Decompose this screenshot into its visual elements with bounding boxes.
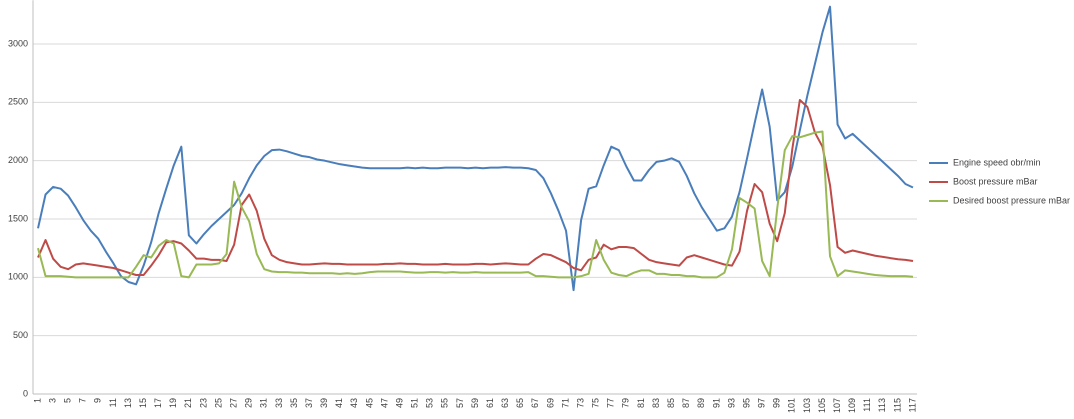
y-tick-label: 0 bbox=[23, 388, 28, 398]
x-tick-label: 13 bbox=[123, 398, 133, 408]
series-line bbox=[37, 99, 914, 276]
x-tick-label: 1 bbox=[32, 398, 42, 403]
x-tick-label: 45 bbox=[364, 398, 374, 408]
x-tick-label: 73 bbox=[575, 398, 585, 408]
x-tick-label: 69 bbox=[545, 398, 555, 408]
x-tick-label: 37 bbox=[304, 398, 314, 408]
x-tick-label: 65 bbox=[515, 398, 525, 408]
x-tick-label: 117 bbox=[907, 398, 917, 412]
x-tick-label: 95 bbox=[741, 398, 751, 408]
x-tick-label: 97 bbox=[757, 398, 767, 408]
x-tick-label: 71 bbox=[560, 398, 570, 408]
x-tick-label: 15 bbox=[138, 398, 148, 408]
y-tick-label: 2000 bbox=[8, 155, 28, 165]
x-tick-label: 21 bbox=[183, 398, 193, 408]
x-tick-label: 111 bbox=[862, 398, 872, 412]
x-tick-label: 23 bbox=[198, 398, 208, 408]
x-tick-label: 115 bbox=[892, 398, 902, 412]
x-tick-label: 43 bbox=[349, 398, 359, 408]
legend-label: Boost pressure mBar bbox=[953, 176, 1038, 186]
x-tick-label: 75 bbox=[591, 398, 601, 408]
x-tick-label: 89 bbox=[696, 398, 706, 408]
x-tick-label: 93 bbox=[726, 398, 736, 408]
x-tick-label: 9 bbox=[93, 398, 103, 403]
x-tick-label: 19 bbox=[168, 398, 178, 408]
x-tick-label: 33 bbox=[274, 398, 284, 408]
y-tick-label: 1500 bbox=[8, 213, 28, 223]
x-tick-label: 87 bbox=[681, 398, 691, 408]
x-tick-label: 107 bbox=[832, 398, 842, 413]
x-tick-label: 7 bbox=[78, 398, 88, 403]
x-tick-label: 31 bbox=[259, 398, 269, 408]
x-tick-label: 25 bbox=[213, 398, 223, 408]
series-line bbox=[37, 130, 914, 279]
x-tick-label: 5 bbox=[63, 398, 73, 403]
x-tick-label: 53 bbox=[425, 398, 435, 408]
x-tick-label: 47 bbox=[379, 398, 389, 408]
y-tick-label: 1000 bbox=[8, 272, 28, 282]
x-tick-label: 49 bbox=[394, 398, 404, 408]
y-tick-label: 500 bbox=[13, 330, 28, 340]
x-tick-label: 101 bbox=[787, 398, 797, 413]
x-tick-label: 91 bbox=[711, 398, 721, 408]
x-tick-label: 57 bbox=[455, 398, 465, 408]
x-tick-label: 63 bbox=[500, 398, 510, 408]
x-tick-label: 81 bbox=[636, 398, 646, 408]
legend-label: Desired boost pressure mBar bbox=[953, 195, 1070, 205]
x-tick-label: 29 bbox=[244, 398, 254, 408]
x-tick-label: 99 bbox=[772, 398, 782, 408]
x-tick-label: 51 bbox=[410, 398, 420, 408]
x-tick-label: 17 bbox=[153, 398, 163, 408]
x-tick-label: 3 bbox=[47, 398, 57, 403]
x-tick-label: 105 bbox=[817, 398, 827, 413]
series-line bbox=[37, 5, 914, 292]
x-tick-label: 39 bbox=[319, 398, 329, 408]
x-tick-label: 55 bbox=[440, 398, 450, 408]
x-tick-label: 41 bbox=[334, 398, 344, 408]
x-tick-label: 59 bbox=[470, 398, 480, 408]
x-tick-label: 11 bbox=[108, 398, 118, 407]
x-tick-label: 35 bbox=[289, 398, 299, 408]
legend-label: Engine speed obr/min bbox=[953, 157, 1041, 167]
y-tick-label: 3000 bbox=[8, 38, 28, 48]
x-tick-label: 109 bbox=[847, 398, 857, 413]
x-tick-label: 103 bbox=[802, 398, 812, 413]
x-tick-label: 113 bbox=[877, 398, 887, 412]
x-tick-label: 61 bbox=[485, 398, 495, 408]
x-tick-label: 79 bbox=[621, 398, 631, 408]
x-tick-label: 27 bbox=[228, 398, 238, 408]
x-tick-label: 83 bbox=[651, 398, 661, 408]
x-tick-label: 85 bbox=[666, 398, 676, 408]
y-tick-label: 2500 bbox=[8, 97, 28, 107]
x-tick-label: 67 bbox=[530, 398, 540, 408]
x-tick-label: 77 bbox=[606, 398, 616, 408]
